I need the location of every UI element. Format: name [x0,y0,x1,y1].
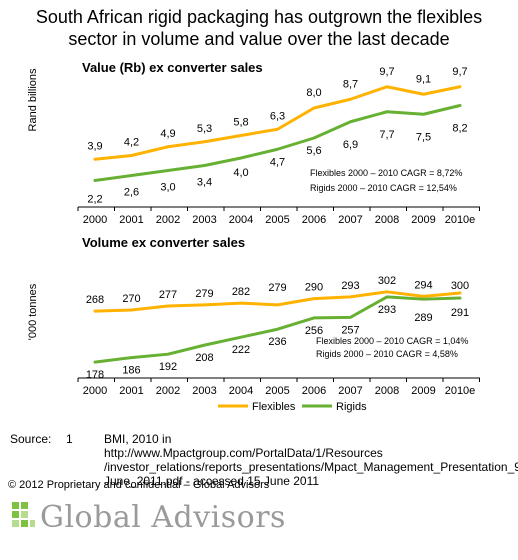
data-label-flexibles-2: 279 [195,288,213,300]
x-tick-label-1: 2000 [83,214,107,226]
panel-title-2: Volume ex converter sales [82,235,245,250]
logo-mark-icon [12,502,36,534]
data-label-rigids-1: 3,4 [197,177,212,189]
page-title: South African rigid packaging has outgro… [0,6,518,50]
x-tick-label-1: 2002 [156,214,180,226]
data-label-flexibles-1: 6,3 [270,110,285,122]
data-label-flexibles-2: 279 [268,282,286,294]
data-label-flexibles-2: 268 [86,294,104,306]
global-advisors-logo: Global Advisors [12,500,312,542]
data-label-rigids-1: 4,0 [233,167,248,179]
data-label-rigids-1: 6,9 [343,139,358,151]
x-tick-label-2: 2003 [192,385,216,397]
legend-label-flexibles: Flexibles [252,401,296,413]
data-label-flexibles-2: 270 [122,293,140,305]
series-line-flexibles-1 [93,85,462,161]
copyright-notice: © 2012 Proprietary and confidential – Gl… [8,479,270,491]
data-label-flexibles-1: 5,3 [197,123,212,135]
data-label-rigids-2: 291 [451,307,469,319]
x-tick-label-1: 2009 [411,214,435,226]
data-label-flexibles-1: 8,0 [306,87,321,99]
series-line-rigids-1 [93,104,462,182]
data-label-rigids-2: 257 [341,324,359,336]
data-label-flexibles-1: 5,8 [233,117,248,129]
data-label-rigids-2: 256 [305,325,323,337]
x-tick-label-1: 2001 [119,214,143,226]
data-label-flexibles-1: 9,1 [416,73,431,85]
data-label-rigids-1: 7,7 [379,129,394,141]
x-tick-label-1: 2007 [338,214,362,226]
data-label-flexibles-1: 4,2 [124,137,139,149]
x-tick-label-2: 2005 [265,385,289,397]
x-tick-label-1: 2003 [192,214,216,226]
logo-text: Global Advisors [40,500,286,535]
cagr-annotation-1: Rigids 2000 – 2010 CAGR = 12,54% [310,183,457,193]
x-tick-label-2: 2004 [229,385,253,397]
data-label-flexibles-2: 290 [305,282,323,294]
data-label-rigids-1: 2,2 [87,194,102,206]
x-tick-label-2: 2000 [83,385,107,397]
data-label-flexibles-1: 3,9 [87,140,102,152]
data-label-flexibles-2: 294 [414,279,432,291]
data-label-rigids-1: 7,5 [416,131,431,143]
series-line-flexibles-2 [93,290,462,313]
source-text: BMI, 2010 in http://www.Mpactgroup.com/P… [104,432,518,488]
data-label-flexibles-1: 4,9 [160,128,175,140]
title-line-2: sector in volume and value over the last… [68,29,450,49]
cagr-annotation-2: Flexibles 2000 – 2010 CAGR = 1,04% [316,336,468,346]
data-label-flexibles-1: 9,7 [379,66,394,78]
data-label-flexibles-2: 302 [378,275,396,287]
x-tick-label-1: 2004 [229,214,253,226]
data-label-rigids-1: 5,6 [306,145,321,157]
series-line-rigids-2 [93,295,462,364]
x-tick-label-2: 2010e [445,385,476,397]
y-axis-label-2: '000 tonnes [27,283,39,340]
data-label-rigids-2: 178 [86,369,104,381]
data-label-rigids-1: 3,0 [160,182,175,194]
x-tick-label-1: 2010e [445,214,476,226]
cagr-annotation-1: Flexibles 2000 – 2010 CAGR = 8,72% [310,168,462,178]
data-label-rigids-2: 236 [268,336,286,348]
data-label-flexibles-2: 300 [451,280,469,292]
title-line-1: South African rigid packaging has outgro… [35,7,483,27]
data-label-flexibles-1: 8,7 [343,78,358,90]
data-label-flexibles-2: 277 [159,289,177,301]
data-label-flexibles-2: 293 [341,280,359,292]
data-label-rigids-2: 293 [378,304,396,316]
x-tick-label-2: 2007 [338,385,362,397]
chart-area: Value (Rb) ex converter sales Rand billio… [27,60,480,413]
data-label-rigids-2: 186 [122,365,140,377]
x-tick-label-2: 2001 [119,385,143,397]
x-tick-label-2: 2009 [411,385,435,397]
data-label-rigids-2: 192 [159,361,177,373]
panel-title-1: Value (Rb) ex converter sales [82,60,263,75]
data-label-rigids-2: 222 [232,344,250,356]
data-label-rigids-1: 4,7 [270,156,285,168]
data-label-rigids-2: 208 [195,352,213,364]
data-label-rigids-2: 289 [414,312,432,324]
source-number: 1 [66,432,73,446]
cagr-annotation-2: Rigids 2000 – 2010 CAGR = 4,58% [316,349,458,359]
x-tick-label-1: 2006 [302,214,326,226]
legend-label-rigids: Rigids [336,401,367,413]
x-tick-label-1: 2008 [375,214,399,226]
source-label: Source: [10,432,52,446]
x-tick-label-1: 2005 [265,214,289,226]
x-tick-label-2: 2002 [156,385,180,397]
x-tick-label-2: 2006 [302,385,326,397]
data-label-rigids-1: 8,2 [452,123,467,135]
y-axis-label-1: Rand billions [27,68,39,131]
x-tick-label-2: 2008 [375,385,399,397]
data-label-flexibles-2: 282 [232,286,250,298]
data-label-rigids-1: 2,6 [124,187,139,199]
data-label-flexibles-1: 9,7 [452,66,467,78]
